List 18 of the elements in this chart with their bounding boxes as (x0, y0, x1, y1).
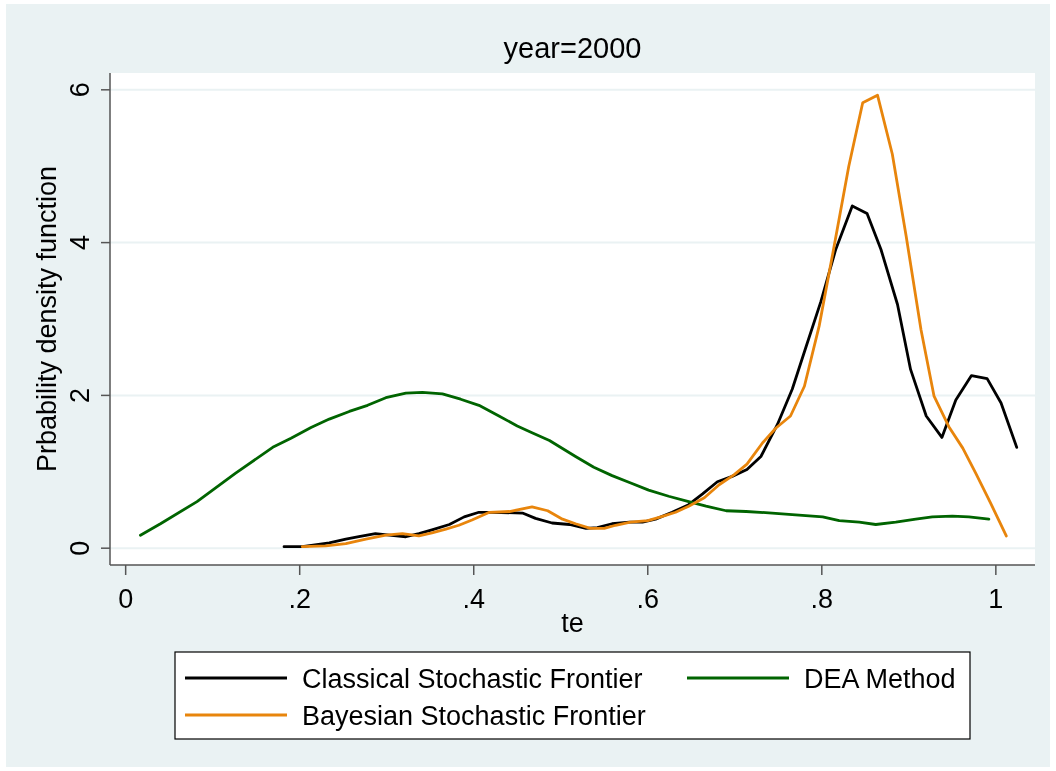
x-tick-label: 1 (988, 584, 1004, 614)
legend-label: DEA Method (804, 663, 956, 694)
x-tick-label: .6 (636, 584, 660, 614)
chart-title: year=2000 (503, 32, 642, 64)
y-tick-label: 4 (65, 235, 95, 251)
x-tick-label: .8 (810, 584, 834, 614)
y-tick-label: 2 (65, 387, 95, 403)
x-tick-label: .2 (288, 584, 311, 614)
x-tick-label: .4 (462, 584, 485, 614)
legend-label: Bayesian Stochastic Frontier (302, 700, 646, 731)
line-series (300, 93, 1008, 549)
legend-label: Classical Stochastic Frontier (302, 663, 643, 694)
y-tick-label: 6 (65, 82, 95, 98)
x-tick-label: 0 (118, 584, 134, 614)
line-series (139, 390, 991, 537)
y-axis-title: Prbability density function (32, 165, 62, 473)
y-tick-label: 0 (65, 540, 95, 556)
x-axis-title: te (561, 608, 584, 638)
